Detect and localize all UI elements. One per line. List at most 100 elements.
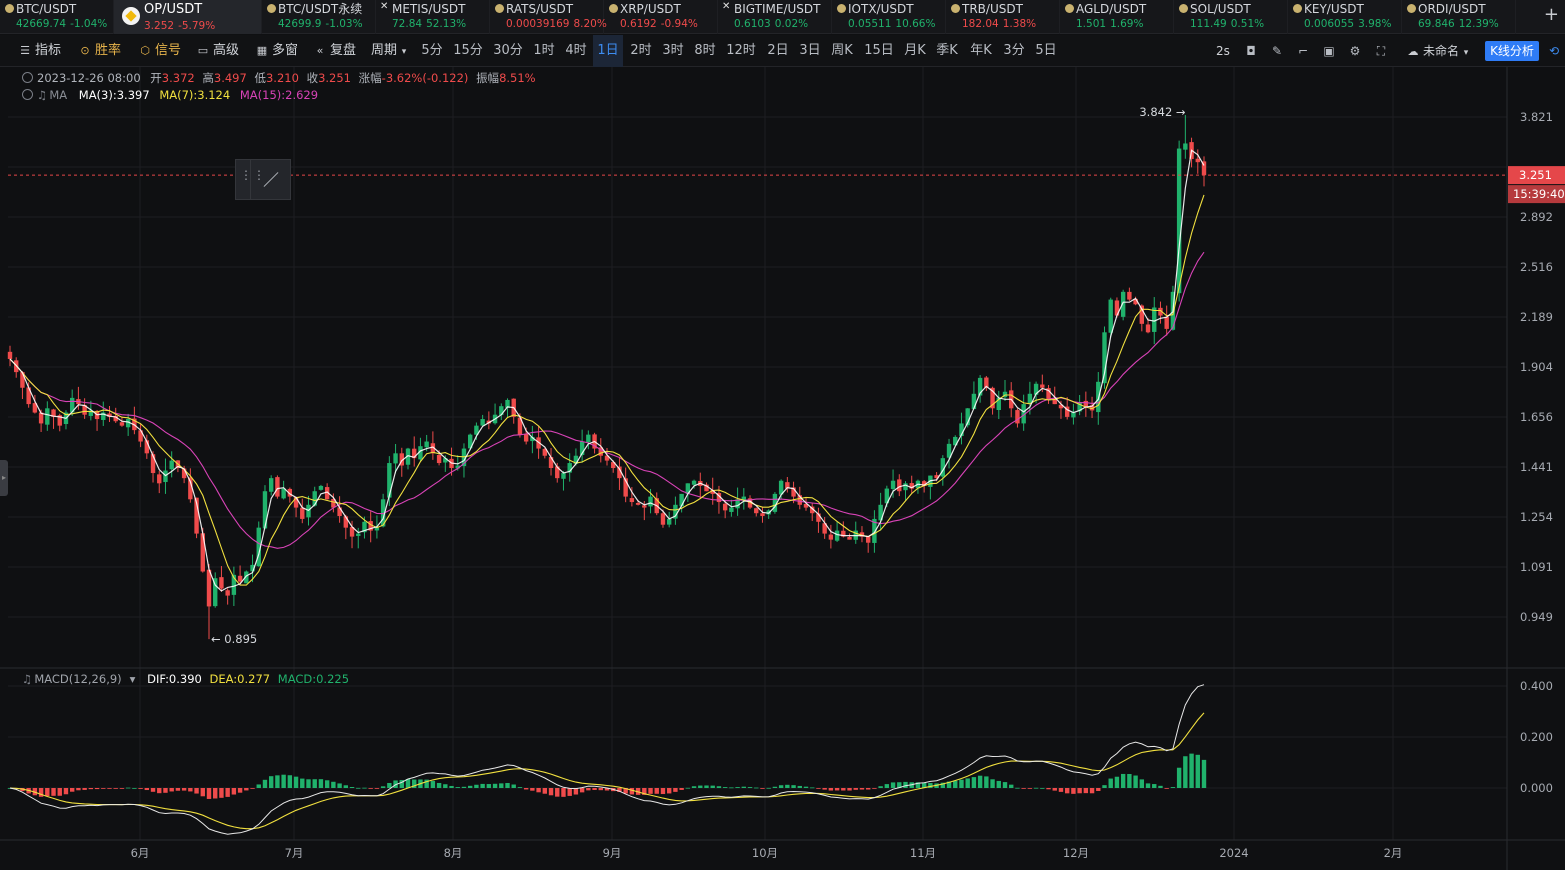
interval-14[interactable]: 月K	[904, 43, 926, 58]
chevron-down-icon[interactable]: ▾	[129, 672, 136, 686]
ticker-change: 0.02%	[774, 18, 809, 30]
interval-3[interactable]: 1时	[533, 43, 555, 58]
refresh-rate[interactable]: 2s	[1216, 44, 1230, 58]
candle-body	[996, 397, 1001, 411]
collapse-icon[interactable]	[22, 72, 33, 83]
candle-body	[1120, 291, 1126, 317]
candle-body	[567, 463, 572, 473]
candle-body	[1083, 400, 1089, 407]
ticker-price: 0.006055	[1304, 18, 1355, 30]
ticker-item[interactable]: SOL/USDT 111.49 0.51%	[1174, 0, 1288, 34]
camera-icon[interactable]: ◘	[1246, 44, 1256, 58]
interval-1[interactable]: 15分	[453, 43, 483, 58]
candle-body	[1133, 298, 1138, 305]
indicators-button[interactable]: ☰ 指标	[18, 35, 61, 67]
macd-bar	[523, 788, 529, 790]
macd-bar	[132, 787, 137, 789]
candle-body	[735, 499, 740, 509]
interval-13[interactable]: 15日	[864, 43, 894, 58]
interval-16[interactable]: 年K	[970, 43, 992, 58]
macd-bar	[300, 778, 305, 788]
multiwindow-button[interactable]: ▦ 多窗	[255, 35, 298, 67]
interval-11[interactable]: 3日	[799, 43, 821, 58]
macd-bar	[953, 780, 958, 788]
candle-body	[965, 408, 970, 426]
macd-bar	[691, 786, 697, 788]
interval-10[interactable]: 2日	[767, 43, 789, 58]
fullscreen-icon[interactable]: ⛶	[1376, 44, 1386, 58]
grid-lines	[8, 67, 1507, 840]
drag-handle-icon[interactable]: ⋮⋮	[240, 168, 266, 182]
collapse-icon[interactable]	[22, 89, 33, 100]
macd-bar	[865, 788, 871, 790]
macd-bar	[828, 788, 834, 791]
ticker-item[interactable]: TRB/USDT 182.04 1.38%	[946, 0, 1060, 34]
macd-bar	[1077, 788, 1082, 794]
crop-icon[interactable]: ⌐	[1297, 44, 1309, 58]
chevron-down-icon: ▾	[401, 47, 407, 57]
bell-icon[interactable]: ♫	[22, 672, 33, 686]
ticker-item[interactable]: ✕ METIS/USDT 72.84 52.13%	[376, 0, 490, 34]
price-tick-label: 2.892	[1520, 210, 1553, 224]
candle-body	[1102, 332, 1107, 384]
pencil-icon[interactable]: ✎	[1271, 44, 1283, 58]
ticker-item[interactable]: RATS/USDT 0.00039169 8.20%	[490, 0, 607, 34]
macd-bar	[928, 782, 933, 788]
ma7-value: MA(7):3.124	[159, 88, 231, 102]
layout-selector[interactable]: ☁ 未命名 ▾	[1406, 35, 1476, 67]
interval-0[interactable]: 5分	[421, 43, 443, 58]
interval-15[interactable]: 季K	[936, 43, 958, 58]
macd-bar	[1096, 788, 1101, 791]
add-symbol-button[interactable]: +	[1543, 4, 1559, 25]
kline-chart[interactable]: 3.821 2.892 2.516 2.189 1.904 1.656 1.441 1.254…	[0, 67, 1565, 870]
macd-bar	[959, 779, 964, 788]
macd-bar	[1127, 773, 1132, 788]
candle-body	[244, 571, 249, 584]
kline-analysis-button[interactable]: K线分析	[1485, 41, 1539, 61]
time-tick-label: 8月	[444, 846, 463, 860]
settings-icon[interactable]: ⚙	[1349, 44, 1361, 58]
ticker-item[interactable]: ORDI/USDT 69.846 12.39%	[1402, 0, 1516, 34]
macd-bar	[63, 788, 69, 795]
interval-18[interactable]: 5日	[1035, 43, 1057, 58]
trendline-tool-icon[interactable]	[250, 160, 291, 199]
ticker-item[interactable]: BTC/USDT 42669.74 -1.04%	[0, 0, 114, 34]
interval-8[interactable]: 8时	[694, 43, 716, 58]
macd-bar	[1108, 778, 1113, 788]
interval-2[interactable]: 30分	[493, 43, 523, 58]
multiwindow-label: 多窗	[272, 43, 299, 58]
macd-bar	[374, 788, 380, 789]
interval-4[interactable]: 4时	[565, 43, 587, 58]
macd-bar	[971, 777, 977, 788]
macd-bar	[424, 779, 429, 788]
period-dropdown[interactable]: 周期 ▾	[371, 35, 414, 67]
macd-bar	[324, 780, 330, 788]
replay-button[interactable]: « 复盘	[313, 35, 356, 67]
signal-button[interactable]: ⬡ 信号	[138, 35, 181, 67]
sidebar-toggle-handle[interactable]: ▸	[0, 460, 8, 496]
interval-12[interactable]: 周K	[831, 43, 853, 58]
interval-6[interactable]: 2时	[630, 43, 652, 58]
ticker-item[interactable]: BTC/USDT永续 42699.9 -1.03%	[262, 0, 376, 34]
interval-17[interactable]: 3分	[1003, 43, 1025, 58]
advanced-button[interactable]: ▭ 高级	[196, 35, 239, 67]
ticker-item[interactable]: IOTX/USDT 0.05511 10.66%	[832, 0, 946, 34]
ma-label: MA	[49, 88, 68, 102]
template-icon[interactable]: ▣	[1323, 44, 1335, 58]
ticker-item[interactable]: ✕ BIGTIME/USDT 0.6103 0.02%	[718, 0, 832, 34]
interval-7[interactable]: 3时	[662, 43, 684, 58]
ticker-item[interactable]: XRP/USDT 0.6192 -0.94%	[604, 0, 718, 34]
ticker-change: 8.20%	[573, 18, 607, 30]
ticker-item[interactable]: OP/USDT 3.252 -5.79%	[114, 0, 262, 34]
interval-9[interactable]: 12时	[726, 43, 756, 58]
bell-icon[interactable]: ♫	[37, 88, 48, 102]
winrate-button[interactable]: ⊙ 胜率	[78, 35, 121, 67]
ticker-item[interactable]: AGLD/USDT 1.501 1.69%	[1060, 0, 1174, 34]
share-icon[interactable]: ⟲	[1548, 44, 1560, 58]
macd-bar	[57, 788, 62, 796]
ticker-item[interactable]: KEY/USDT 0.006055 3.98%	[1288, 0, 1402, 34]
macd-bar	[1102, 785, 1107, 788]
ma-info-row: ♫ MA MA(3):3.397 MA(7):3.124 MA(15):2.629	[22, 88, 318, 102]
interval-5[interactable]: 1日	[593, 35, 623, 67]
layout-name: 未命名	[1423, 44, 1460, 58]
